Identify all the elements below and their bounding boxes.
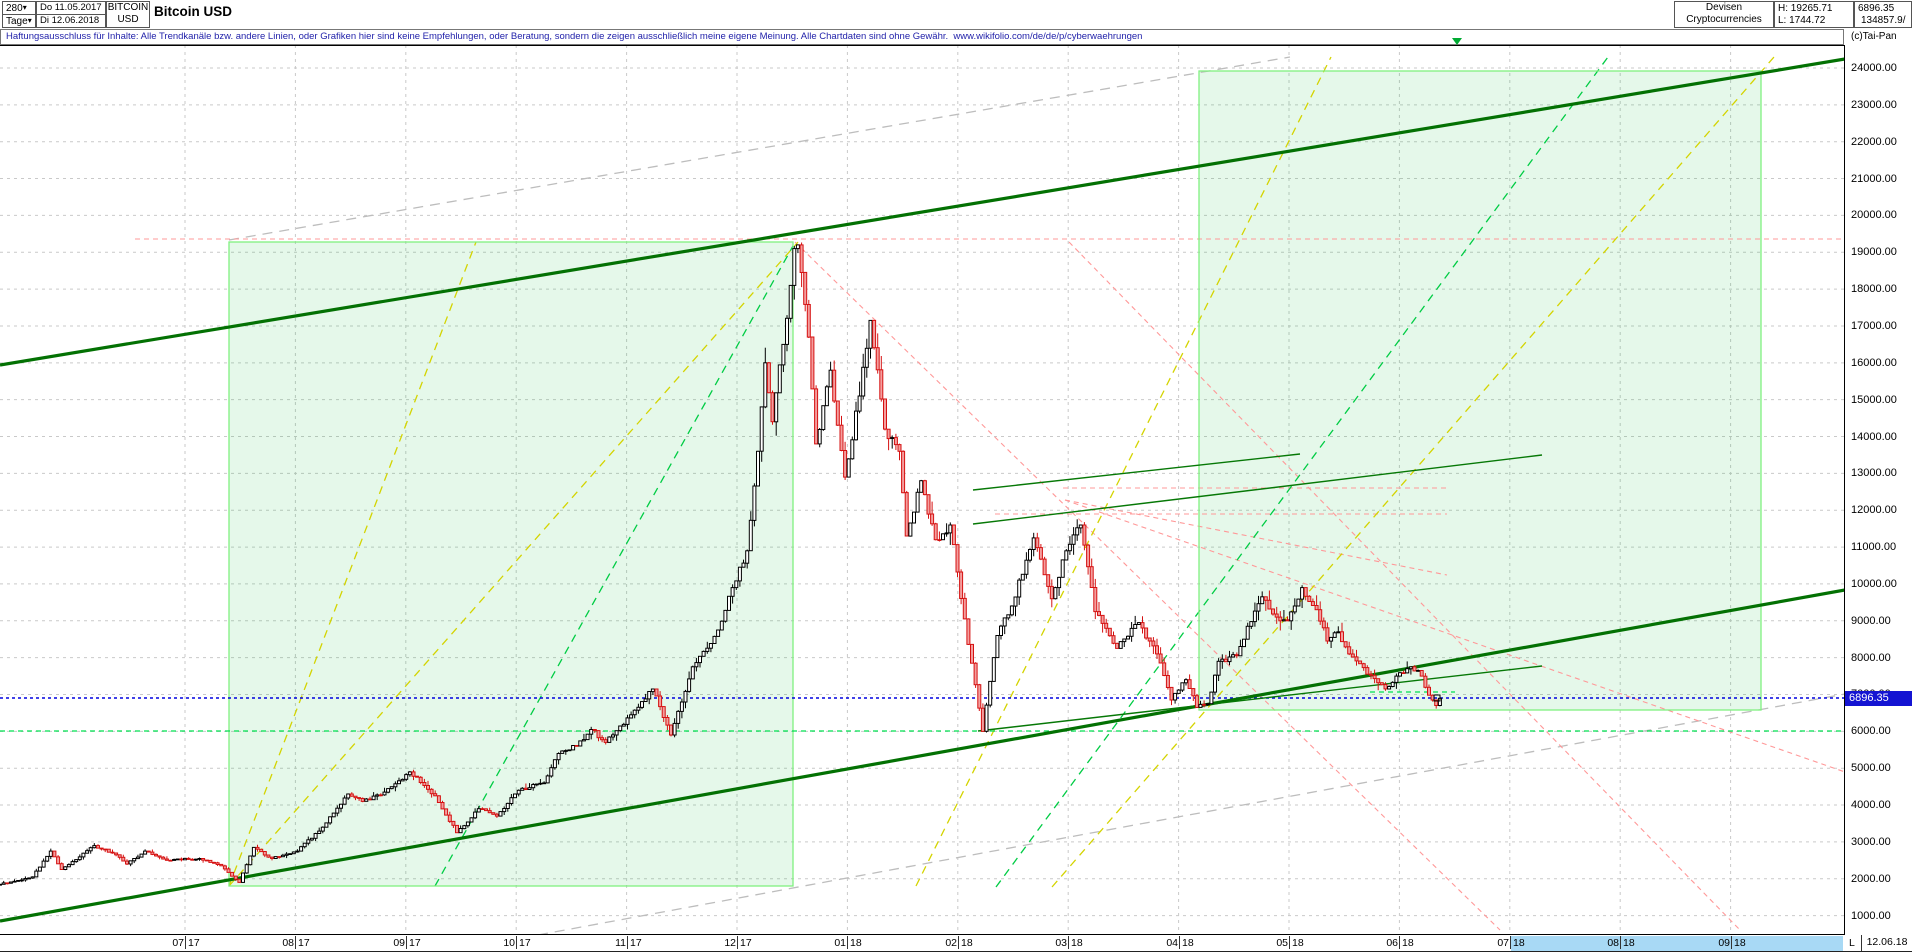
month-label: 09 (393, 937, 405, 949)
group-name: Devisen (1705, 2, 1743, 13)
price-tick-label: 23000.00 (1851, 99, 1897, 111)
year-label: 18 (1623, 937, 1635, 949)
month-label: 06 (1386, 937, 1398, 949)
month-tick (1731, 936, 1732, 949)
month-tick (627, 936, 628, 949)
month-tick (958, 936, 959, 949)
price-tick-label: 14000.00 (1851, 431, 1897, 443)
month-tick (1510, 936, 1511, 949)
year-label: 18 (961, 937, 973, 949)
month-label: 09 (1718, 937, 1730, 949)
month-tick (847, 936, 848, 949)
month-tick (185, 936, 186, 949)
month-label: 04 (1166, 937, 1178, 949)
month-label: 03 (1055, 937, 1067, 949)
year-label: 18 (850, 937, 862, 949)
year-label: 17 (409, 937, 421, 949)
current-price-badge: 6896.35 (1845, 691, 1912, 706)
year-label: 18 (1402, 937, 1414, 949)
price-axis: 24000.00 23000.00 22000.00 21000.00 20000.00… (1845, 45, 1912, 935)
price-tick-label: 10000.00 (1851, 578, 1897, 590)
year-label: 18 (1734, 937, 1746, 949)
year-label: 17 (188, 937, 200, 949)
month-label: 05 (1276, 937, 1288, 949)
last-date-label: 12.06.18 (1861, 935, 1912, 951)
month-label: 08 (282, 937, 294, 949)
month-tick (406, 936, 407, 949)
volume-value: 134857.9/ (1861, 15, 1906, 26)
period-high: H: 19265.71 (1778, 3, 1833, 14)
price-tick-label: 17000.00 (1851, 320, 1897, 332)
year-label: 18 (1292, 937, 1304, 949)
symbol-code: BITCOIN (107, 2, 149, 13)
year-label: 17 (298, 937, 310, 949)
month-tick (1179, 936, 1180, 949)
chevron-down-icon: ▾ (22, 3, 27, 12)
year-label: 17 (740, 937, 752, 949)
price-tick-label: 1000.00 (1851, 910, 1891, 922)
month-label: 12 (724, 937, 736, 949)
month-label: 07 (172, 937, 184, 949)
price-tick-label: 5000.00 (1851, 762, 1891, 774)
month-label: 10 (503, 937, 515, 949)
month-tick (295, 936, 296, 949)
price-tick-label: 9000.00 (1851, 615, 1891, 627)
instrument-group-cell: Devisen Cryptocurrencies (1674, 1, 1774, 28)
chevron-down-icon: ▾ (27, 16, 32, 25)
month-tick (1289, 936, 1290, 949)
price-tick-label: 6000.00 (1851, 725, 1891, 737)
month-tick (1620, 936, 1621, 949)
current-bar-marker-icon (1452, 38, 1462, 45)
month-label: 08 (1607, 937, 1619, 949)
month-tick (1399, 936, 1400, 949)
last-marker-label: L (1849, 937, 1855, 949)
price-tick-label: 19000.00 (1851, 246, 1897, 258)
year-label: 18 (1071, 937, 1083, 949)
date-from-field[interactable]: Do 11.05.2017 (36, 1, 106, 15)
year-label: 18 (1513, 937, 1525, 949)
price-tick-label: 16000.00 (1851, 357, 1897, 369)
year-label: 17 (519, 937, 531, 949)
price-tick-label: 21000.00 (1851, 173, 1897, 185)
price-tick-label: 2000.00 (1851, 873, 1891, 885)
date-to-field[interactable]: Di 12.06.2018 (36, 14, 106, 28)
price-tick-label: 24000.00 (1851, 62, 1897, 74)
group-subname: Cryptocurrencies (1686, 14, 1762, 25)
symbol-currency: USD (117, 14, 139, 25)
price-tick-label: 8000.00 (1851, 652, 1891, 664)
page-title: Bitcoin USD (154, 4, 233, 19)
date-axis: 07 17 08 17 09 17 10 17 11 17 12 17 01 18 02 18 03 18 04 18… (0, 935, 1912, 952)
period-dropdown[interactable]: Tage▾ (2, 14, 36, 28)
price-tick-label: 20000.00 (1851, 209, 1897, 221)
candlestick-chart[interactable] (0, 45, 1845, 935)
month-tick (737, 936, 738, 949)
price-tick-label: 4000.00 (1851, 799, 1891, 811)
period-low: L: 1744.72 (1778, 15, 1826, 26)
price-tick-label: 18000.00 (1851, 283, 1897, 295)
year-label: 17 (630, 937, 642, 949)
month-tick (1068, 936, 1069, 949)
copyright-label: (c)Tai-Pan (1851, 31, 1897, 42)
price-tick-label: 12000.00 (1851, 504, 1897, 516)
month-tick (516, 936, 517, 949)
symbol-cell: BITCOIN USD (106, 1, 150, 28)
price-tick-label: 13000.00 (1851, 467, 1897, 479)
month-label: 02 (945, 937, 957, 949)
month-label: 11 (615, 937, 626, 949)
price-tick-label: 22000.00 (1851, 136, 1897, 148)
month-label: 01 (834, 937, 846, 949)
price-tick-label: 11000.00 (1851, 541, 1897, 553)
year-label: 18 (1182, 937, 1194, 949)
price-tick-label: 15000.00 (1851, 394, 1897, 406)
high-low-cell: H: 19265.71 L: 1744.72 (1774, 1, 1854, 28)
price-tick-label: 3000.00 (1851, 836, 1891, 848)
last-price: 6896.35 (1858, 3, 1895, 14)
bars-count-dropdown[interactable]: 280▾ (2, 1, 36, 15)
month-label: 07 (1497, 937, 1509, 949)
disclaimer-text: Haftungsausschluss für Inhalte: Alle Tre… (0, 29, 1844, 45)
last-price-cell: 6896.35 134857.9/ (1854, 1, 1912, 28)
future-period-highlight (1510, 936, 1843, 951)
